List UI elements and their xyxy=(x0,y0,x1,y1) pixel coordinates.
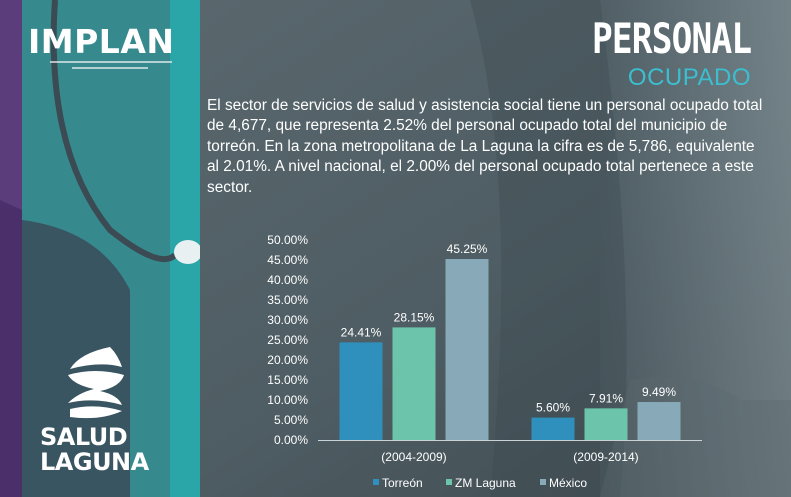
data-label: 9.49% xyxy=(642,385,676,399)
brand-line-2: LAGUNA xyxy=(40,448,149,476)
legend-swatch xyxy=(446,479,452,485)
data-label: 24.41% xyxy=(341,325,382,339)
x-tick-label: (2004-2009) xyxy=(381,450,446,464)
implan-logo: IMPLAN xyxy=(28,22,175,61)
salud-laguna-logo-icon xyxy=(60,345,130,424)
description-paragraph: El sector de servicios de salud y asiste… xyxy=(207,97,763,196)
page-subtitle: OCUPADO xyxy=(627,64,751,91)
data-label: 5.60% xyxy=(536,401,570,415)
y-tick-label: 40.00% xyxy=(267,273,308,287)
bar xyxy=(392,327,436,440)
bar xyxy=(339,342,383,440)
implan-logo-subtitle xyxy=(50,60,172,75)
bar xyxy=(445,259,489,440)
salud-laguna-brand: SALUD LAGUNA xyxy=(40,425,149,475)
bar xyxy=(584,408,628,440)
legend-label: ZM Laguna xyxy=(455,476,516,490)
y-tick-label: 15.00% xyxy=(267,373,308,387)
y-tick-label: 20.00% xyxy=(267,353,308,367)
y-tick-label: 5.00% xyxy=(274,413,308,427)
data-label: 28.15% xyxy=(394,310,435,324)
bar xyxy=(531,417,575,440)
y-tick-label: 0.00% xyxy=(274,433,308,447)
data-label: 7.91% xyxy=(589,391,623,405)
y-tick-label: 10.00% xyxy=(267,393,308,407)
y-tick-label: 30.00% xyxy=(267,313,308,327)
x-tick-label: (2009-2014) xyxy=(573,450,638,464)
y-tick-label: 25.00% xyxy=(267,333,308,347)
legend-swatch xyxy=(540,479,546,485)
page-title: PERSONAL xyxy=(591,14,752,63)
brand-line-1: SALUD xyxy=(40,423,128,451)
legend-label: Torreón xyxy=(382,476,423,490)
bar xyxy=(637,402,681,440)
legend-swatch xyxy=(373,479,379,485)
y-tick-label: 45.00% xyxy=(267,253,308,267)
y-tick-label: 50.00% xyxy=(267,233,308,247)
y-tick-label: 35.00% xyxy=(267,293,308,307)
data-label: 45.25% xyxy=(447,242,488,256)
legend-label: México xyxy=(549,476,587,490)
